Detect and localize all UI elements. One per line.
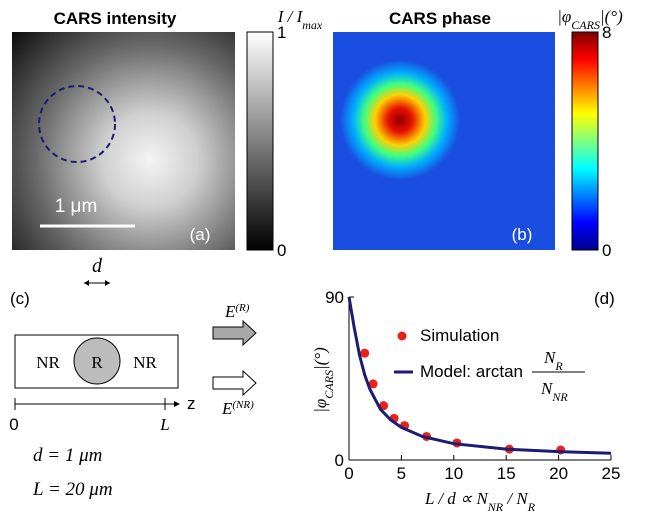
text-part: NR <box>551 390 568 404</box>
x-tick-label: 20 <box>549 464 568 483</box>
panel-label: (b) <box>512 225 533 244</box>
text-part: |φ <box>557 7 571 26</box>
data-point <box>360 349 369 358</box>
text-part: CARS <box>571 18 600 32</box>
text-part: |(°) <box>311 347 330 370</box>
axis-tick-label: 0 <box>9 415 18 434</box>
text-part: (NR) <box>232 399 254 411</box>
x-axis-label: L / d ∝ NNR / NR <box>424 489 536 514</box>
y-tick-label: 0 <box>335 451 344 470</box>
parameter: L = 20 μm <box>32 479 113 500</box>
x-tick-label: 0 <box>344 464 353 483</box>
text-part: CARS <box>322 370 336 399</box>
legend-label: Simulation <box>420 326 499 345</box>
x-tick-label: 5 <box>397 464 406 483</box>
colorbar <box>247 32 273 250</box>
region-label: NR <box>36 353 60 372</box>
axis-arrow <box>174 401 180 407</box>
field-label: E(R) <box>224 302 250 321</box>
x-tick-label: 25 <box>602 464 621 483</box>
colorbar-title: |φCARS|(°) <box>557 7 623 32</box>
width-label: d <box>92 255 103 277</box>
text-part: max <box>302 18 323 32</box>
text-part: NR <box>487 500 504 514</box>
text-part: E <box>224 302 236 321</box>
colorbar <box>572 32 598 250</box>
axis-tick-label: L <box>159 415 169 434</box>
legend-marker <box>398 332 407 341</box>
y-tick-label: 90 <box>325 288 344 307</box>
panel-label: (c) <box>10 289 30 308</box>
text-part: L / d ∝ N <box>424 489 490 508</box>
legend-fraction: NNR <box>540 379 568 404</box>
text-part: R <box>554 359 563 373</box>
panel-label: (a) <box>190 225 211 244</box>
panel-title: CARS intensity <box>54 9 177 28</box>
panel-label: (d) <box>594 289 615 308</box>
text-part: |φ <box>311 399 330 413</box>
text-part: (R) <box>235 302 249 314</box>
scale-bar-label: 1 μm <box>55 196 98 217</box>
region-label: NR <box>133 353 157 372</box>
field-label: E(NR) <box>221 399 254 418</box>
legend-label: Model: arctan <box>420 362 523 381</box>
figure: CARS intensity 1 μm (a) CARS phase (b) (… <box>0 0 647 516</box>
panel-title: CARS phase <box>389 9 491 28</box>
text-part: R <box>527 500 536 514</box>
colorbar-tick-label: 0 <box>602 241 611 260</box>
text-part: / N <box>503 489 529 508</box>
intensity-map <box>12 32 235 250</box>
legend-fraction: NR <box>543 348 563 373</box>
axis-label: z <box>187 394 196 413</box>
phase-spot <box>340 60 460 180</box>
x-tick-label: 15 <box>497 464 516 483</box>
text-part: E <box>221 399 233 418</box>
colorbar-tick-label: 8 <box>602 23 611 42</box>
region-label: R <box>91 353 103 372</box>
field-arrow <box>213 371 256 395</box>
parameter: d = 1 μm <box>33 445 102 466</box>
y-axis-label: |φCARS|(°) <box>311 347 336 413</box>
x-tick-label: 10 <box>444 464 463 483</box>
colorbar-tick-label: 0 <box>277 241 286 260</box>
field-arrow <box>213 321 256 345</box>
colorbar-tick-label: 1 <box>277 23 286 42</box>
